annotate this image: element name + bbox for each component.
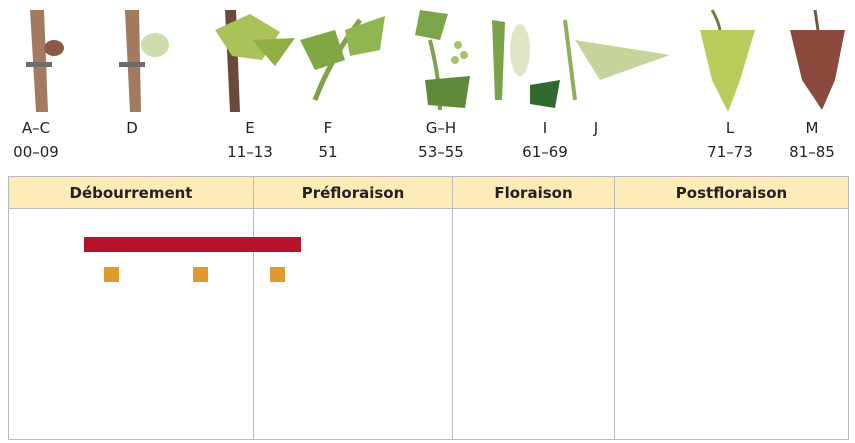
column-header: Floraison bbox=[453, 177, 614, 209]
timing-table: Débourrement Préfloraison Floraison Post… bbox=[8, 176, 849, 440]
stage-illustration bbox=[300, 16, 385, 100]
stage-code: 11–13 bbox=[227, 143, 273, 161]
page: {"stages": [ {"letter": "A–C", "code": "… bbox=[0, 0, 855, 443]
stage-illustration bbox=[26, 10, 64, 112]
stage-illustration bbox=[215, 10, 295, 112]
stage-letter: J bbox=[594, 119, 598, 137]
column: Débourrement bbox=[9, 177, 253, 439]
stage-illustration bbox=[790, 10, 845, 110]
stage-illustration bbox=[415, 10, 470, 110]
column: Préfloraison bbox=[253, 177, 452, 439]
stage-letter: G–H bbox=[426, 119, 456, 137]
stage-letter: F bbox=[324, 119, 333, 137]
stage-letter: L bbox=[726, 119, 734, 137]
column-header: Préfloraison bbox=[254, 177, 452, 209]
stage-code: 71–73 bbox=[707, 143, 753, 161]
stage-code: 53–55 bbox=[418, 143, 464, 161]
stage-code: 51 bbox=[318, 143, 337, 161]
stage-letter: E bbox=[245, 119, 254, 137]
stage-code: 61–69 bbox=[522, 143, 568, 161]
stage-illustration bbox=[119, 10, 169, 112]
stage-letter: D bbox=[126, 119, 138, 137]
column-header: Débourrement bbox=[9, 177, 253, 209]
stage-code: 00–09 bbox=[13, 143, 59, 161]
stage-letter: M bbox=[806, 119, 819, 137]
stage-letter: I bbox=[543, 119, 547, 137]
column-header: Postfloraison bbox=[615, 177, 848, 209]
stage-illustration bbox=[700, 10, 755, 112]
column: Floraison bbox=[452, 177, 614, 439]
column: Postfloraison bbox=[614, 177, 848, 439]
stage-code: 81–85 bbox=[789, 143, 835, 161]
stage-letter: A–C bbox=[22, 119, 50, 137]
stage-illustration bbox=[492, 20, 670, 108]
